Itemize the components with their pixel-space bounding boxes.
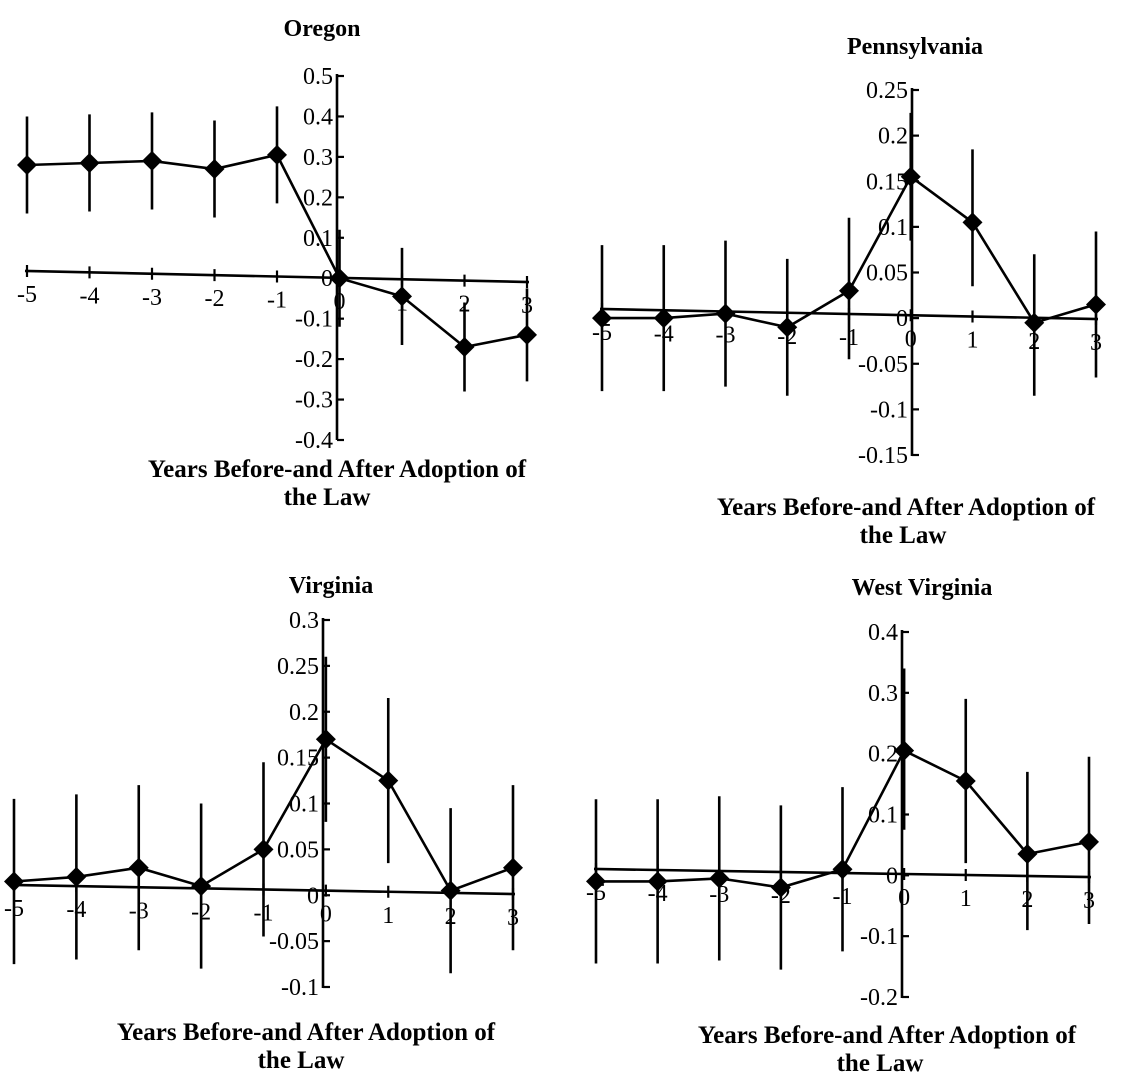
y-tick-label: 0.5 (303, 64, 333, 90)
data-point-marker (1079, 831, 1099, 852)
y-tick-label: 0 (896, 306, 908, 332)
y-tick-label: -0.15 (858, 443, 908, 469)
x-tick-label: 0 (320, 902, 332, 928)
y-tick-label: 0 (307, 883, 319, 909)
y-tick-label: -0.1 (295, 307, 333, 333)
data-point-marker (517, 324, 537, 345)
data-point-marker (142, 150, 162, 171)
data-point-marker (267, 144, 287, 165)
x-tick-label: -4 (80, 283, 100, 309)
data-point-marker (777, 317, 798, 338)
y-tick-label: -0.3 (295, 388, 333, 414)
y-tick-label: 0.05 (277, 837, 319, 863)
x-axis-label-line-1: Years Before-and After Adoption of (698, 1022, 1077, 1049)
x-axis-label-line-2: the Law (860, 522, 947, 549)
y-tick-label: -0.2 (860, 985, 898, 1011)
data-point-marker (586, 871, 606, 892)
data-point-marker (79, 152, 100, 173)
y-tick-label: -0.1 (870, 397, 908, 423)
data-point-marker (128, 857, 149, 878)
data-point-marker (709, 868, 730, 889)
y-tick-label: 0.1 (868, 803, 898, 829)
y-tick-label: 0 (321, 266, 333, 292)
data-point-marker (66, 866, 87, 887)
x-axis-label-line-2: the Law (837, 1050, 924, 1076)
x-axis-label-line-1: Years Before-and After Adoption of (117, 1019, 496, 1046)
data-point-marker (4, 871, 24, 892)
y-tick-label: 0.1 (303, 226, 333, 252)
data-point-marker (191, 876, 212, 897)
data-point-marker (204, 159, 225, 180)
data-point-marker (440, 880, 461, 901)
data-point-marker (839, 280, 859, 301)
y-tick-label: 0.15 (277, 746, 319, 772)
y-tick-label: -0.1 (860, 924, 898, 950)
chart-title: West Virginia (852, 575, 993, 601)
x-axis-label-line-1: Years Before-and After Adoption of (148, 456, 527, 483)
x-tick-label: -2 (205, 286, 225, 312)
data-point-marker (592, 308, 612, 329)
x-tick-label: 1 (960, 886, 972, 912)
x-tick-label: -5 (17, 282, 37, 308)
data-point-marker (378, 770, 399, 791)
y-tick-label: 0.3 (868, 681, 898, 707)
y-tick-label: 0.2 (868, 742, 898, 768)
y-tick-label: 0.4 (868, 620, 898, 646)
data-point-marker (315, 729, 336, 750)
data-point-marker (653, 308, 674, 329)
chart-title: Pennsylvania (847, 34, 983, 60)
data-point-marker (503, 857, 523, 878)
y-tick-label: -0.4 (295, 428, 333, 454)
y-tick-label: 0 (886, 863, 898, 889)
x-axis-label-line-2: the Law (258, 1047, 345, 1074)
x-tick-label: 1 (967, 328, 979, 354)
x-axis-label-line-1: Years Before-and After Adoption of (717, 494, 1096, 521)
y-tick-label: 0.25 (277, 654, 319, 680)
y-tick-label: -0.2 (295, 347, 333, 373)
x-tick-label: 1 (382, 903, 394, 929)
chart-title: Oregon (284, 16, 361, 42)
y-tick-label: 0.2 (878, 124, 908, 150)
data-point-marker (253, 839, 274, 860)
data-point-marker (832, 859, 853, 880)
y-tick-label: 0.4 (303, 104, 333, 130)
y-tick-label: 0.3 (303, 145, 333, 171)
chart-pennsylvania: Pennsylvania Years Before-and After Adop… (592, 34, 1106, 549)
y-tick-label: -0.05 (269, 929, 319, 955)
data-point-marker (1086, 294, 1106, 315)
chart-virginia: Virginia Years Before-and After Adoption… (4, 573, 523, 1074)
data-point-marker (715, 303, 736, 324)
y-tick-label: 0.25 (866, 78, 908, 104)
data-point-marker (894, 740, 915, 761)
y-tick-label: 0.05 (866, 261, 908, 287)
data-point-marker (1024, 312, 1045, 333)
data-point-marker (17, 154, 37, 175)
data-point-marker (454, 336, 475, 357)
x-tick-label: -3 (142, 285, 162, 311)
data-point-marker (647, 871, 668, 892)
y-tick-label: 0.2 (303, 185, 333, 211)
data-point-marker (900, 166, 921, 187)
y-tick-label: -0.1 (281, 975, 319, 1001)
x-tick-label: -1 (267, 288, 287, 314)
y-tick-label: -0.05 (858, 352, 908, 378)
x-tick-label: 0 (898, 885, 910, 911)
y-tick-label: 0.15 (866, 169, 908, 195)
chart-title: Virginia (289, 573, 373, 599)
data-point-marker (770, 877, 791, 898)
data-point-marker (955, 771, 976, 792)
data-point-marker (1017, 844, 1038, 865)
chart-west-virginia: West Virginia Years Before-and After Ado… (586, 575, 1099, 1076)
x-tick-label: 0 (905, 326, 917, 352)
data-point-marker (962, 212, 983, 233)
data-point-marker (329, 268, 350, 289)
y-tick-label: 0.2 (289, 700, 319, 726)
chart-oregon: Oregon Years Before-and After Adoption o… (17, 16, 537, 511)
y-tick-label: 0.3 (289, 608, 319, 634)
data-point-marker (392, 286, 412, 307)
x-axis-label-line-2: the Law (284, 484, 371, 511)
